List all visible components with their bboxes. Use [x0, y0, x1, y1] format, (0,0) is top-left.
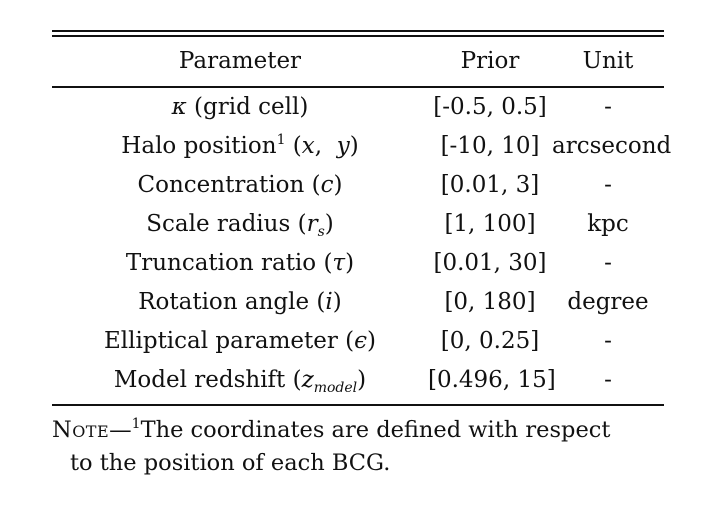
unit-cell: - — [604, 94, 612, 120]
parameter-subscript: model — [313, 380, 358, 396]
parameter-symbol: ϵ — [354, 328, 368, 354]
table-row: Rotation angle (i) [0, 180] degree — [52, 283, 664, 322]
parameter-name: Scale radius ( — [146, 211, 307, 237]
table-row: κ (grid cell) [-0.5, 0.5] - — [52, 88, 664, 127]
parameter-symbol: z — [301, 367, 314, 393]
prior-cell: [0.01, 3] — [440, 172, 540, 198]
parameter-symbol: κ — [171, 94, 187, 120]
parameter-symbol-y: y — [336, 133, 350, 159]
parameter-name: Halo position — [121, 133, 277, 159]
parameter-symbol: τ — [332, 250, 346, 276]
footnote-marker: 1 — [276, 132, 286, 148]
table-row: Scale radius (rs) [1, 100] kpc — [52, 205, 664, 244]
note-text-line2: to the position of each BCG. — [70, 450, 391, 476]
parameter-paren-close: ) — [333, 172, 343, 198]
unit-cell: - — [604, 328, 612, 354]
table-row: Model redshift (zmodel) [0.496, 15] - — [52, 361, 664, 400]
parameter-cell: Concentration (c) — [52, 166, 428, 205]
table-row: Halo position1 (x, y) [-10, 10] arcsecon… — [52, 127, 672, 166]
table-row: Concentration (c) [0.01, 3] - — [52, 166, 664, 205]
unit-cell: - — [604, 367, 612, 393]
bottom-rule — [52, 404, 664, 406]
parameter-subscript: s — [317, 224, 325, 240]
unit-cell: kpc — [587, 211, 629, 237]
prior-cell: [0, 0.25] — [440, 328, 540, 354]
column-header-prior: Prior — [460, 48, 520, 74]
parameter-separator: , — [314, 133, 337, 159]
parameter-paren-close: ) — [349, 133, 359, 159]
parameter-paren-close: ) — [345, 250, 355, 276]
parameter-detail: (grid cell) — [186, 94, 309, 120]
prior-cell: [-10, 10] — [440, 133, 540, 159]
top-rule-outer — [52, 30, 664, 32]
parameter-cell: κ (grid cell) — [52, 88, 428, 127]
note-dash: — — [109, 417, 132, 443]
unit-cell: arcsecond — [552, 133, 672, 159]
parameter-cell: Model redshift (zmodel) — [52, 361, 428, 400]
parameter-paren-open: ( — [285, 133, 302, 159]
note-text-line1: The coordinates are defined with respect — [140, 417, 611, 443]
table-header-row: Parameter Prior Unit — [52, 42, 664, 81]
header-rule — [52, 86, 664, 88]
parameter-paren-close: ) — [332, 289, 342, 315]
unit-cell: - — [604, 250, 612, 276]
parameter-cell: Rotation angle (i) — [52, 283, 428, 322]
parameter-symbol-x: x — [301, 133, 315, 159]
parameter-symbol: r — [306, 211, 318, 237]
prior-cell: [1, 100] — [444, 211, 536, 237]
parameter-cell: Truncation ratio (τ) — [52, 244, 428, 283]
prior-cell: [0.496, 15] — [428, 367, 556, 393]
note-footnote-marker: 1 — [131, 416, 141, 432]
column-header-unit: Unit — [582, 48, 634, 74]
parameter-cell: Scale radius (rs) — [52, 205, 428, 244]
unit-cell: - — [604, 172, 612, 198]
parameter-name: Elliptical parameter ( — [103, 328, 355, 354]
top-rule-inner — [52, 35, 664, 37]
table-note: Note—1The coordinates are defined with r… — [52, 414, 674, 447]
unit-cell: degree — [567, 289, 649, 315]
parameter-name: Concentration ( — [137, 172, 321, 198]
parameter-name: Model redshift ( — [113, 367, 302, 393]
parameter-cell: Halo position1 (x, y) — [52, 127, 428, 166]
table-row: Truncation ratio (τ) [0.01, 30] - — [52, 244, 664, 283]
prior-cell: [0, 180] — [444, 289, 536, 315]
parameter-paren-close: ) — [357, 367, 367, 393]
parameter-name: Rotation angle ( — [138, 289, 326, 315]
note-label: Note — [52, 417, 110, 443]
parameter-paren-close: ) — [367, 328, 376, 354]
parameter-name: Truncation ratio ( — [125, 250, 333, 276]
parameter-symbol: c — [320, 172, 334, 198]
column-header-parameter: Parameter — [178, 48, 302, 74]
table-row: Elliptical parameter (ϵ) [0, 0.25] - — [52, 322, 664, 361]
parameter-symbol: i — [325, 289, 333, 315]
parameter-cell: Elliptical parameter (ϵ) — [52, 322, 428, 361]
prior-cell: [0.01, 30] — [433, 250, 547, 276]
parameter-paren-close: ) — [324, 211, 334, 237]
prior-cell: [-0.5, 0.5] — [433, 94, 547, 120]
